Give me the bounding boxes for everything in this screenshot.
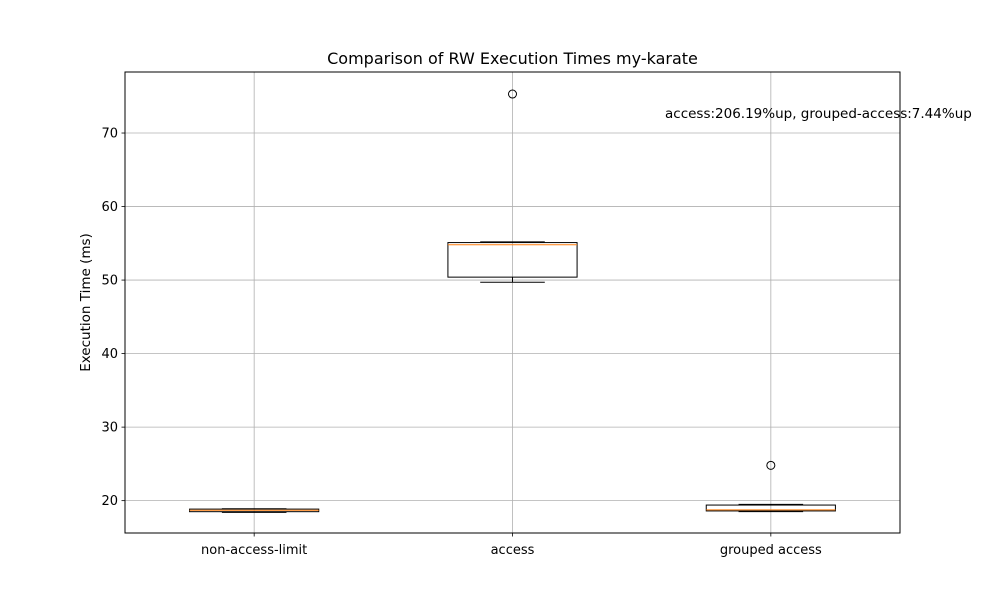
box-group-grouped-access xyxy=(705,460,836,513)
outlier-point xyxy=(766,460,776,470)
grid-lines xyxy=(125,72,900,533)
y-tick-label: 50 xyxy=(101,274,118,289)
y-tick-label: 30 xyxy=(101,421,118,436)
box-group-non-access-limit xyxy=(189,508,320,513)
chart-title: Comparison of RW Execution Times my-kara… xyxy=(327,49,698,68)
box-iqr xyxy=(447,242,578,278)
y-tick-label: 40 xyxy=(101,347,118,362)
x-tick-label: grouped access xyxy=(720,543,822,558)
chart-annotation: access:206.19%up, grouped-access:7.44%up xyxy=(665,106,972,122)
box-iqr xyxy=(705,504,836,512)
x-tick-label: non-access-limit xyxy=(201,543,307,558)
y-axis-label: Execution Time (ms) xyxy=(78,233,94,372)
y-tick-label: 60 xyxy=(101,200,118,215)
y-tick-label: 20 xyxy=(101,494,118,509)
outlier-point xyxy=(508,89,517,99)
x-tick-label: access xyxy=(491,543,535,558)
y-tick-label: 70 xyxy=(101,127,118,142)
axis-ticks: 20 30 40 50 60 70 non-access-limit access groupe… xyxy=(101,127,822,558)
boxes xyxy=(189,89,836,513)
box-group-access xyxy=(447,89,578,283)
